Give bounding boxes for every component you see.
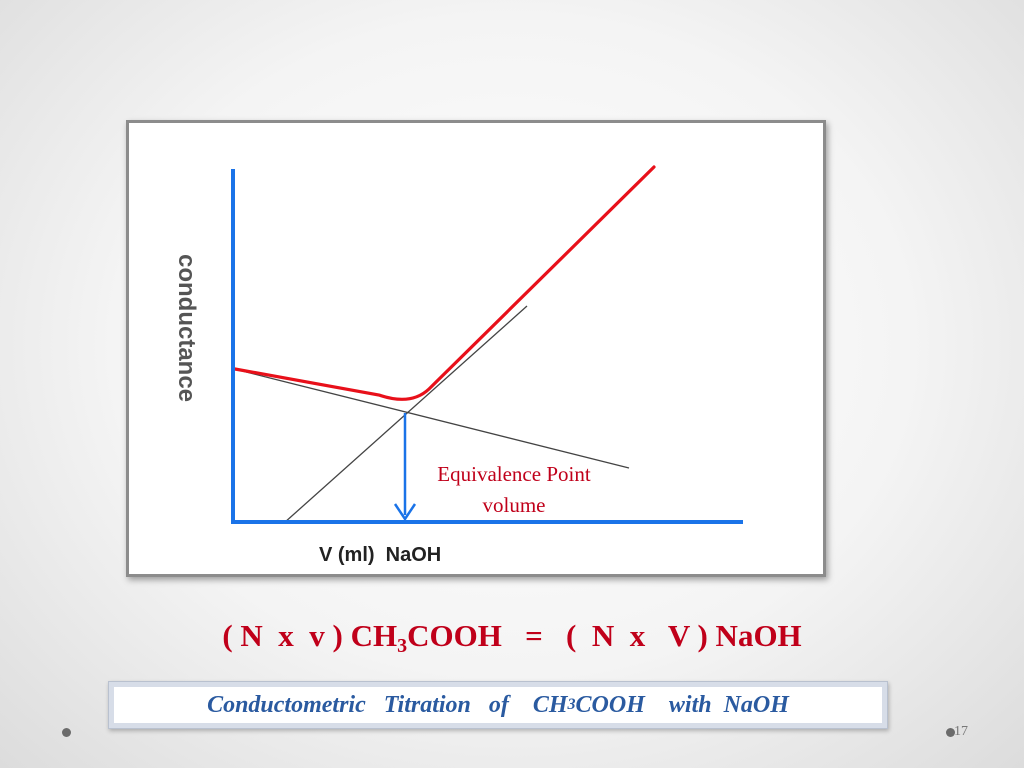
caption-part-1: Conductometric Titration of CH <box>207 691 568 718</box>
y-axis-label: conductance <box>173 254 200 402</box>
annotation-line-1: Equivalence Point <box>437 462 591 486</box>
annotation-line-2: volume <box>483 493 546 517</box>
equation-part-1: ( N x v ) CH <box>222 618 398 653</box>
slide-caption: Conductometric Titration of CH 3 COOH with… <box>108 681 888 729</box>
caption-text: Conductometric Titration of CH 3 COOH with… <box>114 687 882 723</box>
page-number: 17 <box>954 724 968 739</box>
titration-figure: conductance Equivalence Point volume V (… <box>126 120 826 577</box>
equation-part-2: COOH = ( N x V ) NaOH <box>407 618 802 653</box>
equivalence-equation: ( N x v ) CH3COOH = ( N x V ) NaOH <box>0 618 1024 658</box>
titration-diagram: conductance Equivalence Point volume V (… <box>173 165 743 566</box>
equation-subscript: 3 <box>397 635 408 657</box>
caption-part-2: COOH with NaOH <box>575 691 789 718</box>
titration-curve <box>233 165 656 401</box>
caption-subscript: 3 <box>567 696 576 713</box>
arrow-head-icon <box>393 503 417 522</box>
tangent-line-before <box>233 368 630 469</box>
right-decorative-dot <box>946 728 955 737</box>
left-decorative-dot <box>62 728 71 737</box>
x-axis-label: V (ml) NaOH <box>319 544 441 566</box>
